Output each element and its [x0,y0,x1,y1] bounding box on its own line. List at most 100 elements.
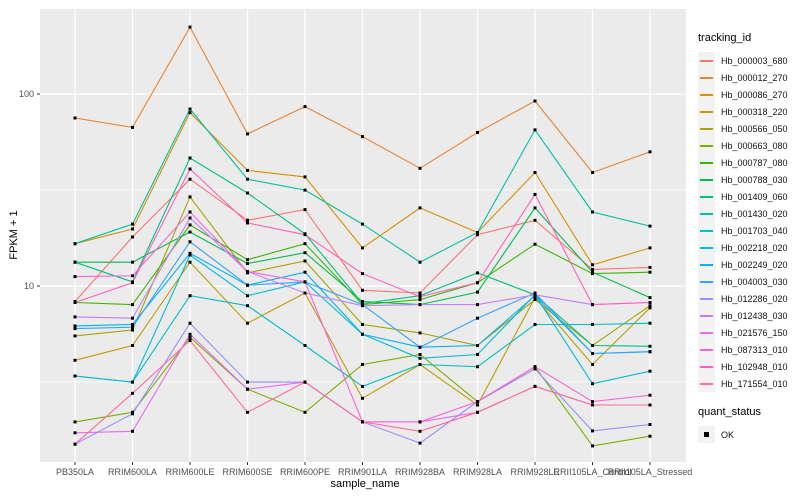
legend-key [698,171,715,188]
data-point [648,270,652,274]
data-point [73,242,77,246]
data-point [246,380,249,384]
legend-key-line-icon [700,76,713,79]
legend-item-label: Hb_001430_020 [721,208,788,219]
legend-key-line-icon [700,178,713,181]
data-point [246,168,249,172]
data-point [591,352,594,355]
data-point [131,260,134,264]
legend-key [698,290,715,307]
data-point [131,325,134,329]
legend-item-Hb_000663_080: Hb_000663_080 [698,137,798,154]
x-axis-title: sample_name [330,478,400,490]
legend-item-Hb_000086_270: Hb_000086_270 [698,86,798,103]
data-point [418,345,422,349]
legend-item-label: Hb_021576_150 [721,327,788,338]
data-point [73,374,77,378]
legend-item-label: Hb_001409_060 [721,191,788,202]
quant-ok-key [698,426,715,443]
data-point [591,323,594,326]
legend-item-Hb_002249_020: Hb_002249_020 [698,256,798,273]
data-point [533,206,537,210]
data-point [361,300,364,303]
data-point [188,195,192,199]
legend-item-label: Hb_002249_020 [721,259,788,270]
data-point [361,222,364,226]
data-point [303,291,307,295]
x-tick-label: RRIM901LA [338,467,387,477]
y-axis-title: FPKM + 1 [8,210,20,260]
data-point [591,270,594,274]
data-point [361,396,364,400]
legend-title-tracking-id: tracking_id [698,32,752,44]
legend-key [698,69,715,86]
legend-key [698,205,715,222]
legend-key [698,324,715,341]
data-point [188,177,192,181]
data-point [246,270,249,273]
x-tick-label: PB350LA [56,467,94,477]
legend-item-label: Hb_004003_030 [721,276,788,287]
legend-key-line-icon [700,144,713,147]
data-point [131,222,134,226]
legend-item-label: Hb_001703_040 [721,225,788,236]
data-point [476,410,479,414]
legend-key-line-icon [700,280,713,283]
data-point [246,294,249,298]
data-point [591,363,594,366]
data-point [246,410,249,414]
data-point [591,263,594,267]
legend-item-Hb_000787_080: Hb_000787_080 [698,154,798,171]
legend-key [698,120,715,137]
data-point [361,135,364,139]
data-point [361,420,364,424]
data-point [418,291,422,295]
data-point [418,295,422,299]
data-point [246,262,249,265]
data-point [303,259,307,263]
data-point [303,380,307,384]
data-point [591,210,594,214]
data-point [188,332,192,336]
data-point [131,303,134,307]
data-point [591,344,594,347]
data-point [591,303,594,307]
data-point [533,365,537,369]
data-point [418,441,422,445]
legend-item-label: Hb_000566_050 [721,123,788,134]
data-point [418,420,422,424]
legend-item-Hb_087313_010: Hb_087313_010 [698,341,798,358]
data-point [188,260,192,264]
data-point [131,412,134,416]
data-point [533,384,537,388]
data-point [648,246,652,250]
legend-title-quant-status: quant_status [698,406,761,418]
data-point [73,315,77,319]
legend-item-label: OK [721,429,735,440]
data-point [246,191,249,195]
data-point [73,275,77,279]
legend-key [698,375,715,392]
data-point [533,171,537,174]
data-point [476,344,479,347]
data-point [648,403,652,407]
data-point [131,274,134,278]
legend-key-line-icon [700,59,713,62]
legend-key-line-icon [700,348,713,351]
data-point [303,105,307,109]
legend-item-Hb_000003_680: Hb_000003_680 [698,52,798,69]
data-point [533,128,537,132]
legend-key [698,358,715,375]
legend-key [698,154,715,171]
data-point [131,328,134,332]
data-point [648,296,652,300]
data-point [131,235,134,239]
data-point [188,230,192,234]
data-point [361,288,364,292]
data-point [533,99,537,103]
legend-item-label: Hb_002218_020 [721,242,788,253]
data-point [188,156,192,160]
legend-items: Hb_000003_680 Hb_000012_270 Hb_000086_270 H… [698,52,798,392]
data-point [73,358,77,362]
legend-key [698,52,715,69]
